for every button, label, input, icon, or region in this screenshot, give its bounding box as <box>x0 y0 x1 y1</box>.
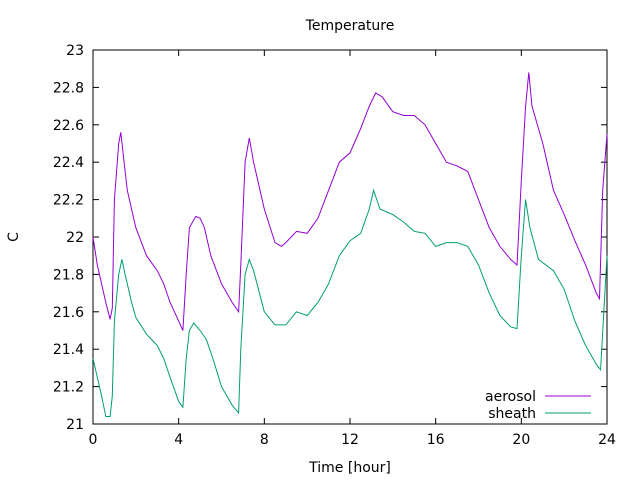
y-tick-label: 21.4 <box>53 342 84 358</box>
y-tick-label: 21.6 <box>53 305 84 321</box>
y-axis-label: C <box>6 232 22 242</box>
y-tick-label: 22.8 <box>53 80 84 96</box>
legend-label-aerosol: aerosol <box>485 389 536 405</box>
y-tick-label: 23 <box>66 43 84 59</box>
y-tick-label: 22.6 <box>53 118 84 134</box>
plot-frame <box>92 49 608 425</box>
x-tick-label: 8 <box>260 432 269 448</box>
series-group <box>92 72 608 417</box>
x-tick-label: 24 <box>598 432 616 448</box>
x-tick-label: 20 <box>512 432 530 448</box>
y-tick-label: 22.2 <box>53 193 84 209</box>
chart-title: Temperature <box>305 18 395 34</box>
x-axis: 0 4 8 12 16 20 24 <box>89 50 616 448</box>
series-line-aerosol <box>92 72 608 331</box>
y-tick-label: 21 <box>66 417 84 433</box>
series-line-sheath <box>92 188 608 417</box>
x-axis-label: Time [hour] <box>308 460 391 476</box>
legend-label-sheath: sheath <box>488 406 536 422</box>
x-tick-label: 4 <box>174 432 183 448</box>
x-tick-label: 16 <box>427 432 445 448</box>
y-tick-label: 22.4 <box>53 155 84 171</box>
y-tick-label: 22 <box>66 230 84 246</box>
x-tick-label: 12 <box>341 432 359 448</box>
y-tick-label: 21.2 <box>53 380 84 396</box>
y-axis: 21 21.2 21.4 21.6 21.8 22 22.2 22.4 22.6 22.8 23 <box>53 43 607 433</box>
x-tick-label: 0 <box>89 432 98 448</box>
y-tick-label: 21.8 <box>53 267 84 283</box>
